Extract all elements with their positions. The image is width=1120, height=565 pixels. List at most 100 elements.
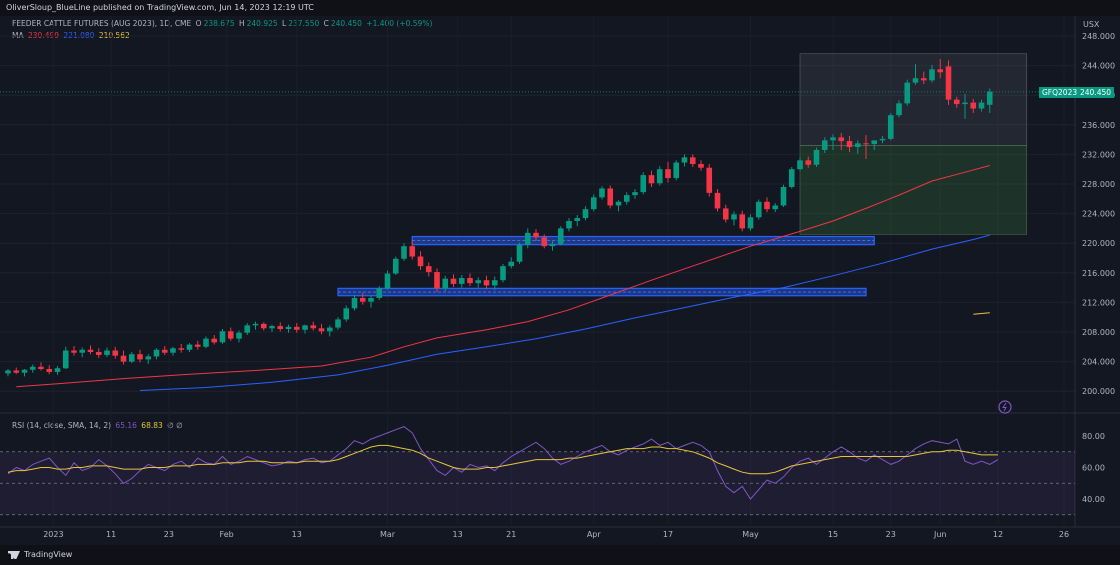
time-tick-label: 2023 [43,530,63,539]
candle-body [533,232,539,238]
candle-body [929,69,935,81]
candle-body [302,325,308,330]
time-tick-label: Mar [380,530,396,539]
candle-body [755,201,762,218]
price-tick-label: 232.000 [1082,150,1115,159]
candle-body [887,115,894,139]
candle-body [450,278,457,284]
candle-body [244,325,251,333]
candle-body [524,232,531,245]
footer-bar: TradingView [0,545,1120,565]
candle-body [29,366,36,370]
candle-body [516,244,523,262]
candle-body [467,277,473,284]
candle-body [227,331,234,339]
rsi-extra: ∅ ∅ [167,421,183,430]
target-box-upper [799,53,1028,146]
candle-body [978,102,985,109]
time-tick-label: 13 [292,530,302,539]
candle-body [442,278,449,289]
candle-body [120,355,127,362]
time-tick-label: Jun [933,530,947,539]
candle-body [920,78,927,81]
ma1-line [16,165,990,388]
candle-body [871,140,878,145]
candle-body [38,366,44,369]
ma2-line [139,234,990,391]
candle-body [830,137,836,141]
candle-body [689,157,696,165]
candle-body [945,66,952,100]
open-label: O [195,19,202,28]
candle-body [137,354,143,360]
time-tick-label: 26 [1059,530,1069,539]
candle-body [71,350,77,353]
time-tick-label: May [742,530,759,539]
price-tick-label: 200.000 [1082,387,1115,396]
candle-body [640,175,647,193]
candle-body [599,188,605,198]
candle-body [112,350,119,356]
rsi-pane [0,426,1075,516]
close-value: 240.450 [330,19,362,28]
rsi-ma-value: 68.83 [141,421,163,430]
open-value: 238.675 [203,19,235,28]
candle-body [557,228,564,244]
candle-body [607,188,614,206]
rsi-value: 65.16 [115,421,137,430]
candle-body [698,164,704,168]
candle-body [62,350,69,369]
rsi-legend: RSI (14, close, SMA, 14, 2) 65.16 68.83 … [12,420,185,431]
candle-body [145,356,152,360]
price-tick-label: 208.000 [1082,328,1115,337]
rsi-tick-label: 80.00 [1082,432,1105,441]
candle-body [54,368,61,372]
candle-body [21,369,28,373]
candle-body [318,328,325,332]
alert-icon[interactable] [998,400,1012,414]
candle-body [788,169,795,187]
candle-body [95,351,102,355]
tradingview-logo-icon [8,551,20,559]
price-tick-label: 244.000 [1082,62,1115,71]
candle-body [104,350,110,355]
symbol-legend: FEEDER CATTLE FUTURES (AUG 2023), 1D, CM… [12,18,434,29]
candle-body [722,208,729,220]
time-tick-label: 23 [886,530,896,539]
candle-body [590,197,597,210]
candle-body [838,137,845,142]
candle-body [293,326,300,330]
overlay-zones [0,53,1075,297]
candle-body [854,143,861,147]
candle-body [896,103,902,116]
candle-body [904,82,911,104]
candle-body [739,214,746,229]
candle-body [236,332,242,339]
price-chart[interactable]: 248.000244.000240.000236.000232.000228.0… [0,0,1120,545]
candle-body [582,209,589,219]
price-tick-label: 248.000 [1082,32,1115,41]
candle-body [128,354,135,362]
rsi-label: RSI (14, close, SMA, 14, 2) [12,421,112,430]
candle-body [285,326,292,330]
close-label: C [323,19,329,28]
candlesticks [5,58,993,377]
candle-body [194,344,201,347]
price-tick-label: 216.000 [1082,269,1115,278]
candle-body [170,348,176,353]
candle-body [46,369,53,372]
high-value: 240.925 [246,19,278,28]
candle-body [178,348,185,350]
last-symbol-tag: GFQ2023 [1039,87,1081,98]
candle-body [937,69,944,73]
candle-body [747,217,754,229]
time-tick-label: Feb [220,530,234,539]
moving-averages [16,165,990,391]
candle-body [764,201,770,210]
price-tick-label: 224.000 [1082,210,1115,219]
candle-body [351,297,358,309]
candle-body [326,327,333,332]
candle-body [368,297,374,302]
candle-body [780,186,787,206]
brand[interactable]: TradingView [8,545,72,565]
